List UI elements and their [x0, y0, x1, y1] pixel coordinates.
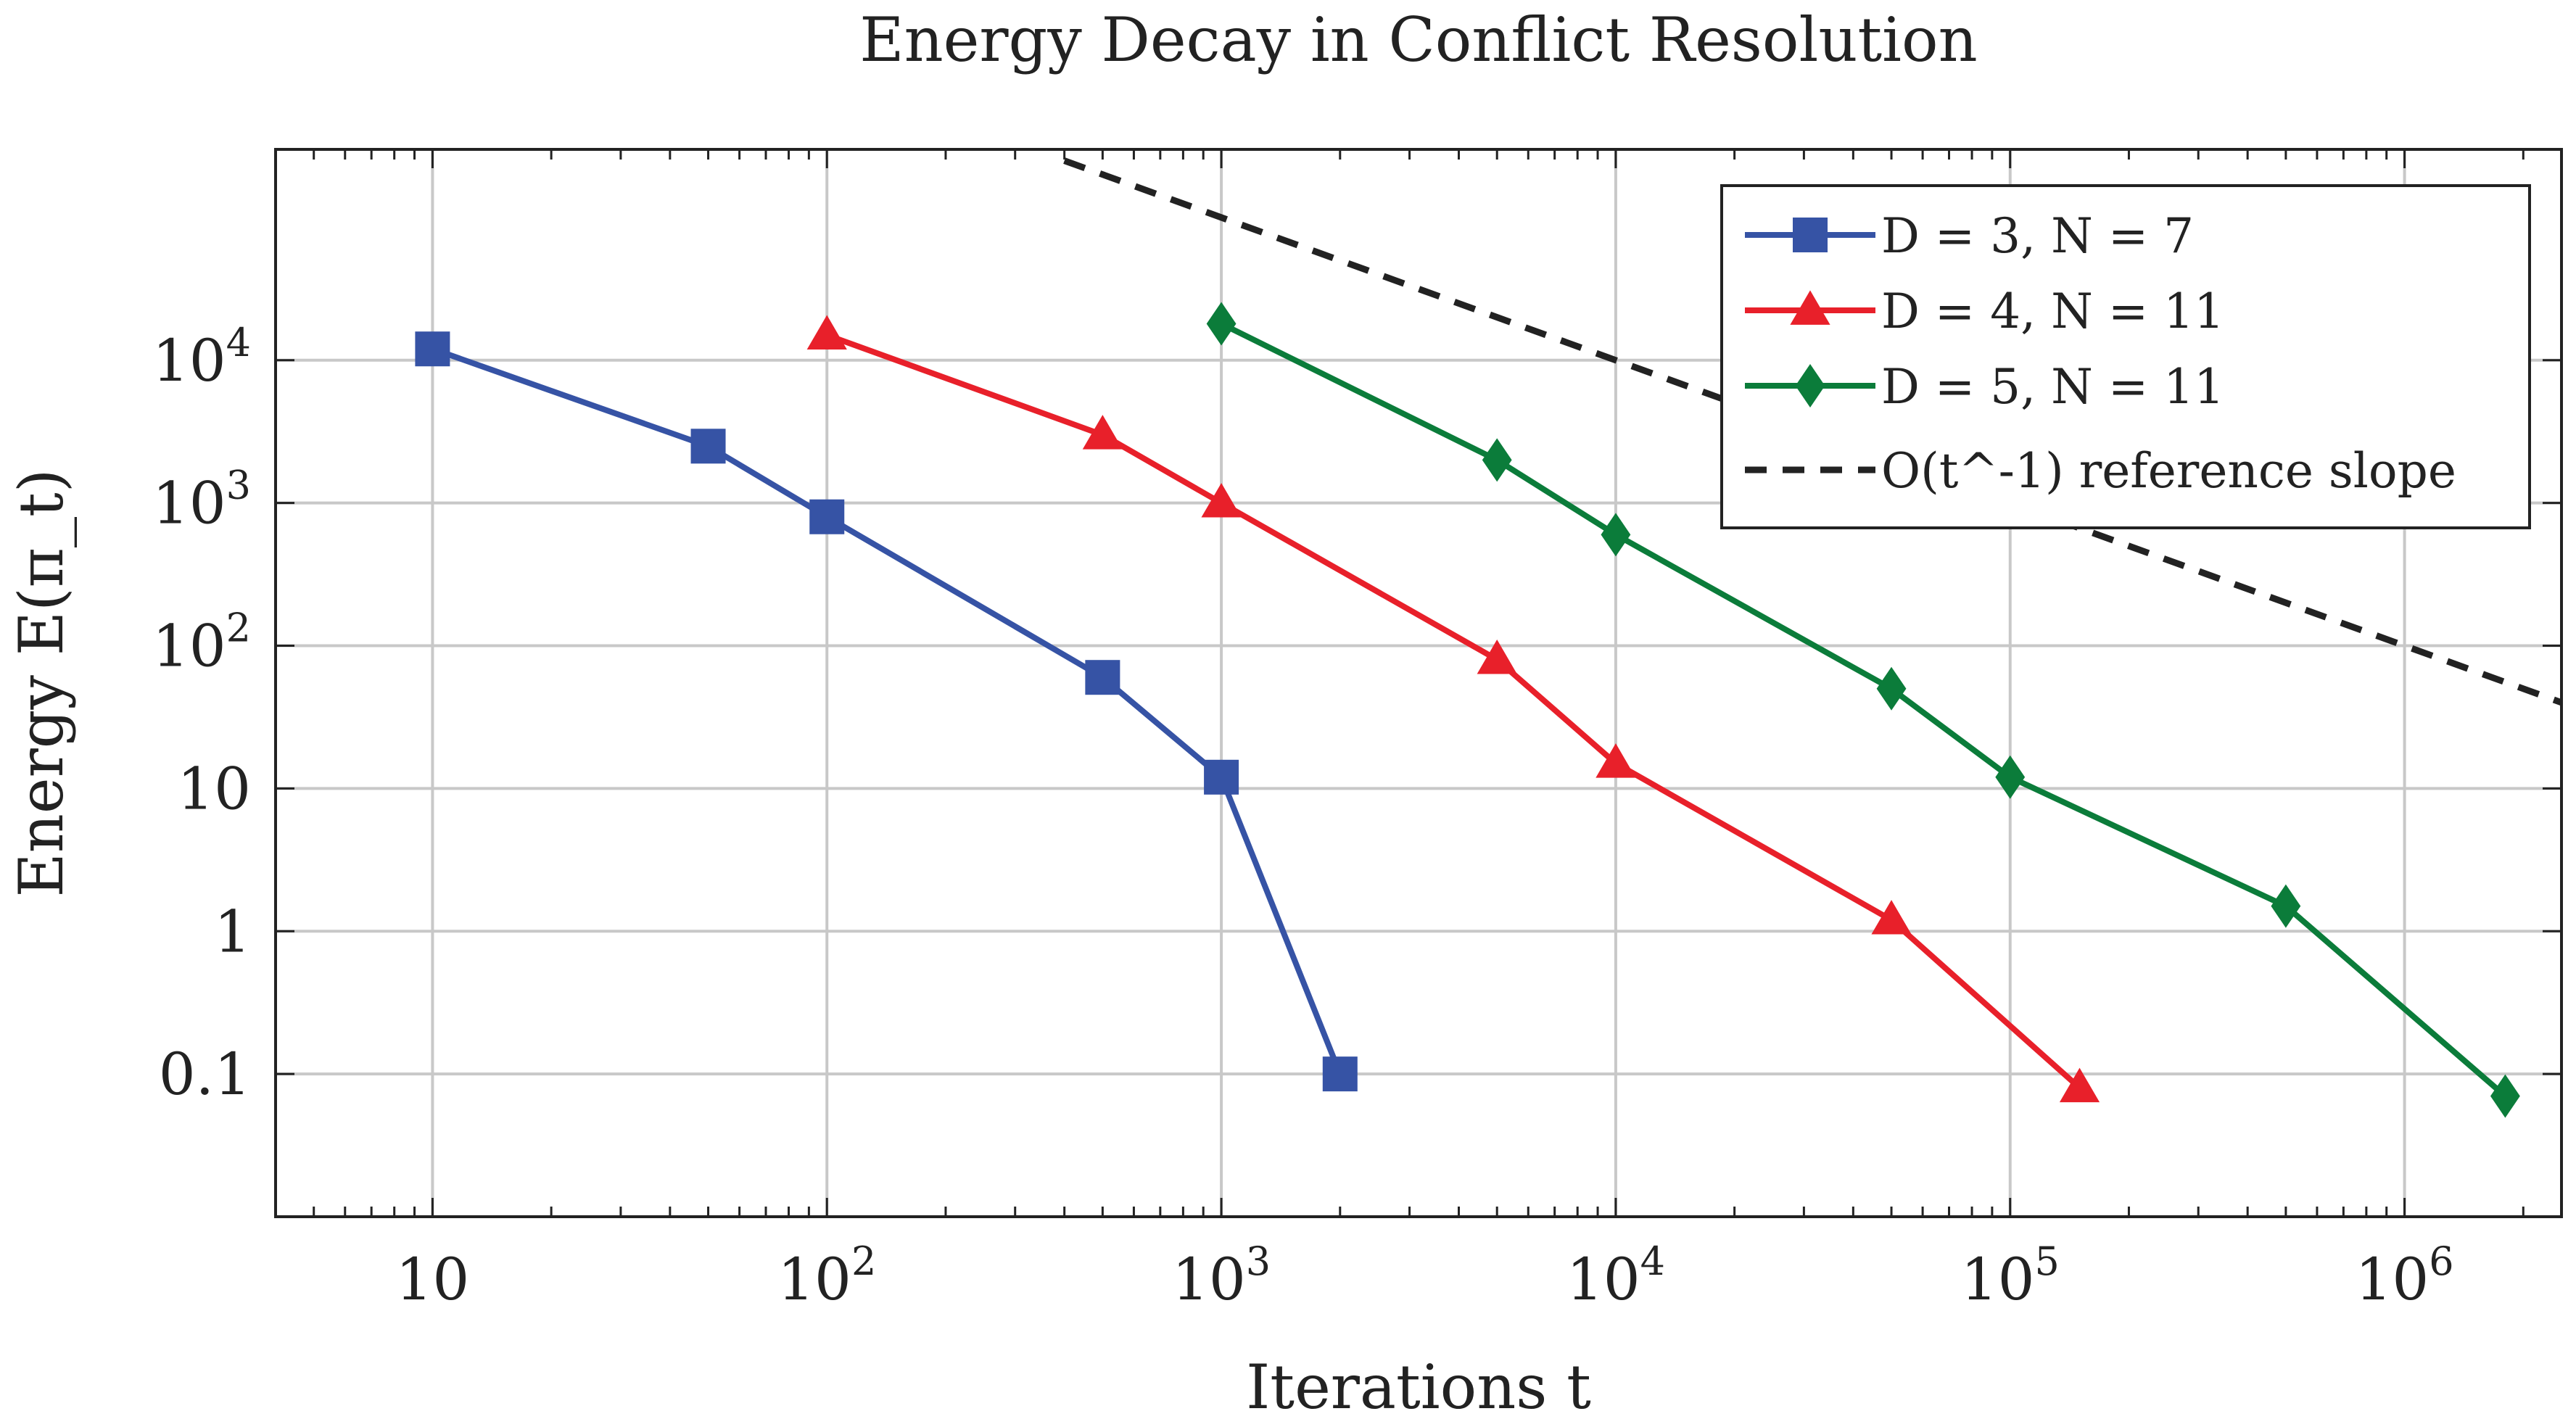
x-tick-label: 102	[777, 1238, 876, 1313]
plot-frame	[274, 148, 2563, 1218]
legend-entries: D = 3, N = 7 D = 4, N = 11 D = 5, N = 11 O(…	[1745, 208, 2456, 499]
data-point-marker	[1601, 513, 1631, 557]
data-point-marker	[1995, 755, 2026, 799]
legend-marker	[1790, 290, 1830, 325]
y-tick-label: 104	[152, 320, 251, 394]
x-tick-label: 10	[396, 1246, 470, 1313]
series-line	[432, 346, 1343, 1075]
legend: D = 3, N = 7 D = 4, N = 11 D = 5, N = 11 O(…	[1720, 184, 2531, 529]
legend-label: D = 4, N = 11	[1881, 284, 2224, 339]
data-point-marker	[1201, 483, 1242, 518]
y-tick-label: 1	[214, 898, 251, 965]
data-point-marker	[1082, 415, 1123, 450]
legend-label: D = 5, N = 11	[1881, 359, 2224, 415]
x-tick-label: 105	[1961, 1238, 2060, 1313]
data-point-marker	[415, 331, 450, 367]
x-axis-label: Iterations t	[1246, 1352, 1591, 1423]
data-point-marker	[690, 429, 726, 464]
series-1	[806, 315, 2100, 1103]
series-0	[415, 331, 1358, 1092]
x-tick-label: 104	[1566, 1238, 1665, 1313]
minor-ticks	[276, 149, 2561, 1217]
legend-box	[1720, 184, 2531, 529]
y-tick-label: 0.1	[159, 1041, 251, 1108]
data-point-marker	[809, 499, 845, 534]
data-point-marker	[806, 315, 847, 350]
data-point-marker	[1204, 759, 1239, 795]
y-tick-labels: 0.1 1 10 102 103 104	[152, 320, 251, 1108]
data-point-marker	[1477, 640, 1517, 674]
chart-title: Energy Decay in Conflict Resolution	[859, 4, 1977, 75]
legend-marker	[1793, 218, 1828, 252]
data-point-marker	[1085, 660, 1120, 695]
data-point-marker	[1206, 302, 1237, 346]
y-tick-label: 102	[152, 605, 251, 680]
y-tick-label: 103	[152, 463, 251, 537]
series-group	[415, 157, 2561, 1118]
data-point-marker	[1876, 666, 1907, 711]
data-point-marker	[1322, 1056, 1358, 1092]
x-tick-label: 103	[1172, 1238, 1271, 1313]
y-tick-label: 10	[177, 755, 251, 822]
y-axis-label: Energy E(π_t)	[6, 468, 77, 897]
legend-label: O(t^-1) reference slope	[1881, 443, 2456, 499]
data-point-marker	[2059, 1067, 2100, 1103]
data-point-marker	[1482, 438, 1512, 482]
data-point-marker	[1595, 743, 1636, 778]
series-2	[1206, 302, 2520, 1118]
legend-label: D = 3, N = 7	[1881, 208, 2194, 264]
data-point-marker	[1871, 900, 1912, 935]
data-point-marker	[2490, 1074, 2520, 1118]
x-tick-labels: 10 102 103 104 105 106	[396, 1238, 2454, 1313]
legend-marker	[1795, 364, 1825, 408]
x-tick-label: 106	[2356, 1238, 2454, 1313]
data-point-marker	[2271, 884, 2301, 928]
